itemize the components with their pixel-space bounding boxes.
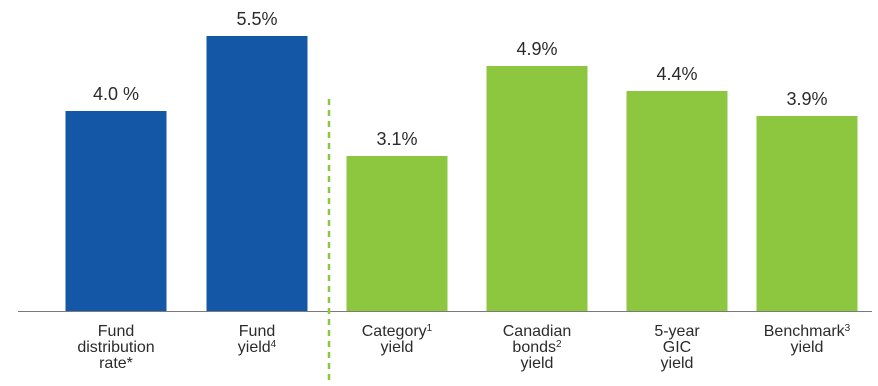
category-label-0-line-1: distribution <box>77 339 154 356</box>
bar-4 <box>626 91 728 311</box>
value-label-5: 3.9% <box>786 89 827 109</box>
category-label-2: Category1 yield <box>362 323 433 357</box>
value-label-0: 4.0 % <box>93 84 139 104</box>
category-label-1: Fund yield4 <box>238 323 277 356</box>
category-label-2-line-0: Category <box>362 323 427 340</box>
category-label-3: Canadian bonds2 yield <box>503 323 572 372</box>
category-footnote-5: 3 <box>845 323 851 334</box>
category-label-0-line-2: rate* <box>99 355 133 372</box>
value-labels-layer: 4.0 % 5.5% 3.1% 4.9% 4.4% 3.9% <box>93 9 828 149</box>
category-label-4-line-2: yield <box>661 355 694 372</box>
bars-layer <box>65 36 858 311</box>
category-label-4-line-0: 5-year <box>654 323 700 340</box>
value-label-1: 5.5% <box>236 9 277 29</box>
value-label-4: 4.4% <box>656 64 697 84</box>
value-label-3: 4.9% <box>516 39 557 59</box>
category-label-2-line-1: yield <box>381 339 414 356</box>
category-labels-layer: Fund distribution rate*Fund yield4Category1… <box>77 323 850 373</box>
bar-5 <box>756 116 858 311</box>
value-label-2: 3.1% <box>376 129 417 149</box>
bar-1 <box>206 36 308 311</box>
category-footnote-2: 1 <box>427 323 433 334</box>
bar-2 <box>346 156 448 311</box>
category-label-5-line-0: Benchmark <box>764 323 846 340</box>
category-label-3-line-1: bonds <box>512 339 556 356</box>
category-label-3-line-0: Canadian <box>503 323 572 340</box>
category-label-1-line-1: yield <box>238 339 271 356</box>
category-footnote-1: 4 <box>271 339 277 350</box>
category-label-3-line-2: yield <box>521 355 554 372</box>
category-label-5-line-1: yield <box>791 339 824 356</box>
category-label-0: Fund distribution rate* <box>77 323 154 372</box>
category-label-1-line-0: Fund <box>239 323 275 340</box>
category-footnote-3: 2 <box>556 339 562 350</box>
category-label-0-line-0: Fund <box>98 323 134 340</box>
category-label-4: 5-year GIC yield <box>654 323 700 372</box>
bar-0 <box>65 111 167 311</box>
bar-3 <box>486 66 588 311</box>
category-label-4-line-1: GIC <box>663 339 691 356</box>
category-label-5: Benchmark3 yield <box>764 323 851 357</box>
